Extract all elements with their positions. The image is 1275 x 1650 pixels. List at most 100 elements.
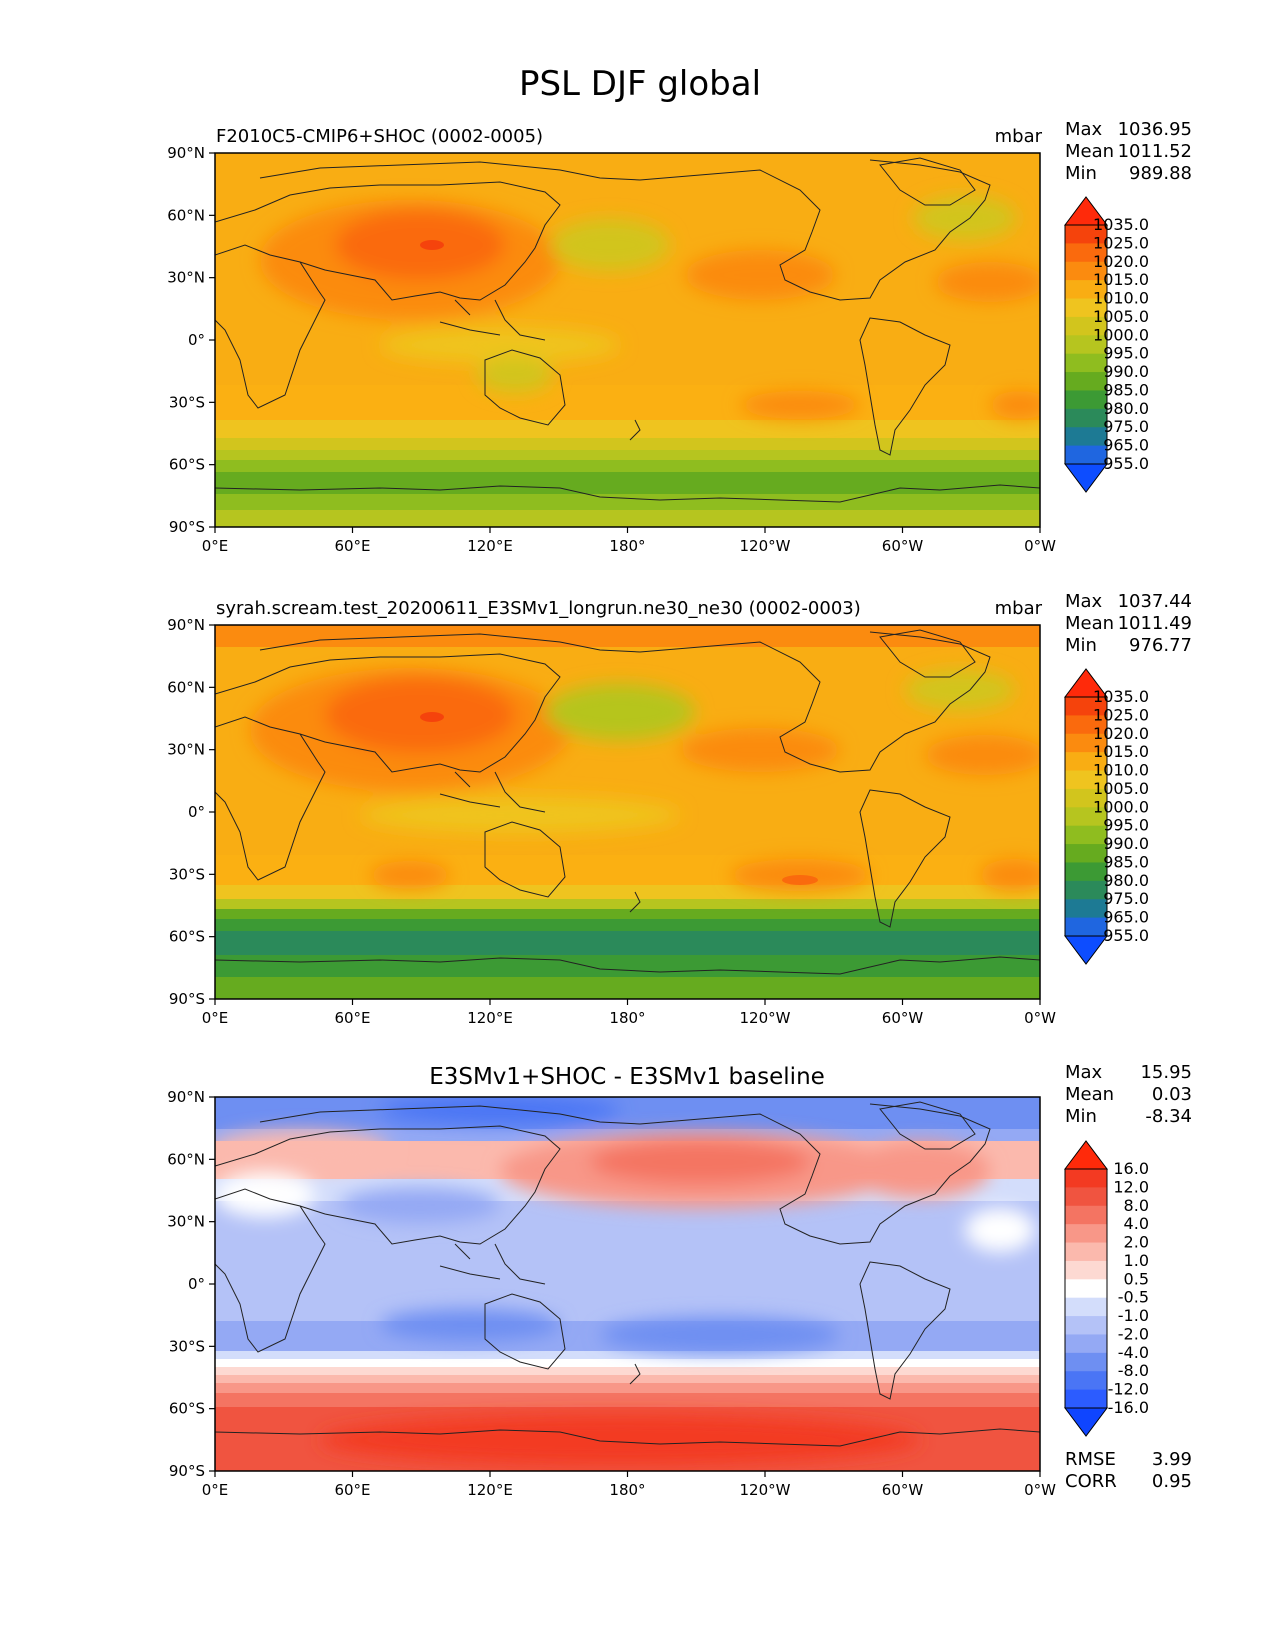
southern-pacific-high (740, 391, 860, 419)
colorbar-bin (1065, 243, 1107, 263)
colorbar-bin (1065, 335, 1107, 355)
panel-3-stat-max: 15.95 (1140, 1062, 1192, 1083)
lat-tick-label: 60°N (167, 1150, 205, 1168)
map-band (215, 855, 1040, 885)
colorbar-bin (1065, 408, 1107, 428)
lat-tick-label: 60°S (169, 456, 205, 474)
colorbar-bin (1065, 917, 1107, 937)
coast-south-america (859, 317, 951, 456)
southern-indian-high (370, 861, 450, 889)
colorbar-tick-label: -16.0 (1108, 1398, 1149, 1417)
siberian-high-max (420, 240, 444, 250)
coast-eurasia (215, 181, 561, 301)
coast-africa (215, 244, 326, 409)
colorbar-bin (1065, 752, 1107, 772)
map-band (215, 1359, 1040, 1367)
lon-tick-label: 120°W (740, 537, 791, 555)
coast-africa (215, 1188, 326, 1353)
rmse-label: RMSE (1065, 1449, 1116, 1470)
arctic-negative (380, 1097, 620, 1124)
coast-australia (484, 1293, 566, 1370)
colorbar-bin (1065, 1205, 1107, 1225)
panel-2-stat-min: 976.77 (1129, 635, 1192, 656)
coast-indonesia (439, 1243, 546, 1285)
coast-south-america (859, 789, 951, 928)
colorbar-tick-label: 980.0 (1103, 871, 1149, 890)
colorbar-tick-label: -2.0 (1118, 1324, 1149, 1343)
map-band (215, 977, 1040, 999)
map-band-tropics (215, 1201, 1040, 1321)
colorbar-frame (1064, 696, 1108, 937)
colorbar-bin (1065, 1297, 1107, 1317)
colorbar-tick-label: 0.5 (1124, 1269, 1149, 1288)
panel-2-colorbar: 1035.01025.01020.01015.01010.01005.01000… (1064, 668, 1149, 965)
lon-tick-label: 0°W (1024, 1481, 1056, 1499)
colorbar-bin (1065, 445, 1107, 465)
map-band (215, 1375, 1040, 1383)
panel-2-title: syrah.scream.test_20200611_E3SMv1_longru… (216, 598, 861, 619)
colorbar-tick-label: 985.0 (1103, 852, 1149, 871)
panel-3-stat-mean-label: Mean (1065, 1084, 1114, 1105)
colorbar-tick-label: 1020.0 (1093, 724, 1149, 743)
colorbar-tick-label: -1.0 (1118, 1306, 1149, 1325)
panel-3-map (215, 1097, 1040, 1471)
coast-arctic-eurasia (259, 633, 641, 653)
lat-tick-label: 0° (188, 1275, 205, 1293)
map-band (215, 909, 1040, 919)
map-band (215, 494, 1040, 510)
colorbar-tick-label: 16.0 (1113, 1159, 1149, 1178)
colorbar-bin (1065, 1242, 1107, 1262)
lon-tick-label: 60°W (882, 1481, 924, 1499)
lat-tick-label: 30°N (167, 269, 205, 287)
colorbar-extend-min (1064, 935, 1108, 965)
map-band-southern-ocean (215, 472, 1040, 494)
atlantic-high-n (925, 735, 1040, 775)
colorbar-bin (1065, 316, 1107, 336)
southern-atlantic-high (980, 859, 1040, 891)
coast-indonesia (439, 299, 546, 341)
lat-tick-label: 30°S (169, 1337, 205, 1355)
southern-ocean-strong (320, 1415, 920, 1465)
map-band (215, 510, 1040, 527)
icelandic-low (905, 670, 1015, 710)
colorbar-bin (1065, 225, 1107, 244)
rmse-value: 3.99 (1152, 1449, 1192, 1470)
colorbar-tick-label: 1005.0 (1093, 307, 1149, 326)
lat-tick-label: 0° (188, 803, 205, 821)
colorbar-bin (1065, 1279, 1107, 1299)
coast-new-zealand (629, 1363, 641, 1385)
coast-australia (484, 349, 566, 426)
panel-1-map (215, 153, 1040, 527)
southern-atlantic-high (990, 391, 1040, 419)
colorbar-tick-label: 955.0 (1103, 926, 1149, 945)
coast-new-zealand (629, 891, 641, 913)
colorbar-bin (1065, 1260, 1107, 1280)
coastlines (215, 1101, 1040, 1447)
colorbar-bin (1065, 1316, 1107, 1335)
coast-eurasia (215, 1125, 561, 1245)
lat-tick-label: 30°S (169, 865, 205, 883)
lon-tick-label: 60°W (882, 1009, 924, 1027)
panel-3-colorbar: 16.012.08.04.02.01.00.5-0.5-1.0-2.0-4.0-… (1064, 1140, 1149, 1437)
panel-1-stat-min: 989.88 (1129, 163, 1192, 184)
colorbar-tick-label: 1005.0 (1093, 779, 1149, 798)
lat-tick-label: 60°N (167, 678, 205, 696)
colorbar-tick-label: 985.0 (1103, 380, 1149, 399)
map-band-top (215, 153, 1040, 173)
lon-tick-label: 180° (609, 537, 645, 555)
panel-3-stat-min-label: Min (1065, 1106, 1097, 1127)
panel-3-ticks: 0°E 60°E 120°E 180° 120°W 60°W 0°W 90°N 60°N 30°N… (167, 1088, 1056, 1499)
map-band-southern-mid (215, 385, 1040, 420)
panel-3-title: E3SMv1+SHOC - E3SMv1 baseline (429, 1064, 825, 1090)
colorbar-bin (1065, 880, 1107, 900)
australia-low (477, 357, 553, 393)
colorbar-tick-label: 995.0 (1103, 344, 1149, 363)
colorbar-bin (1065, 353, 1107, 373)
white-europe (215, 1173, 315, 1217)
map-band (215, 955, 1040, 977)
colorbar-bin (1065, 697, 1107, 716)
panel-2-stat-mean-label: Mean (1065, 613, 1114, 634)
colorbar-tick-label: 1020.0 (1093, 252, 1149, 271)
atlantic-high-n (935, 262, 1040, 302)
colorbar-tick-label: 980.0 (1103, 399, 1149, 418)
